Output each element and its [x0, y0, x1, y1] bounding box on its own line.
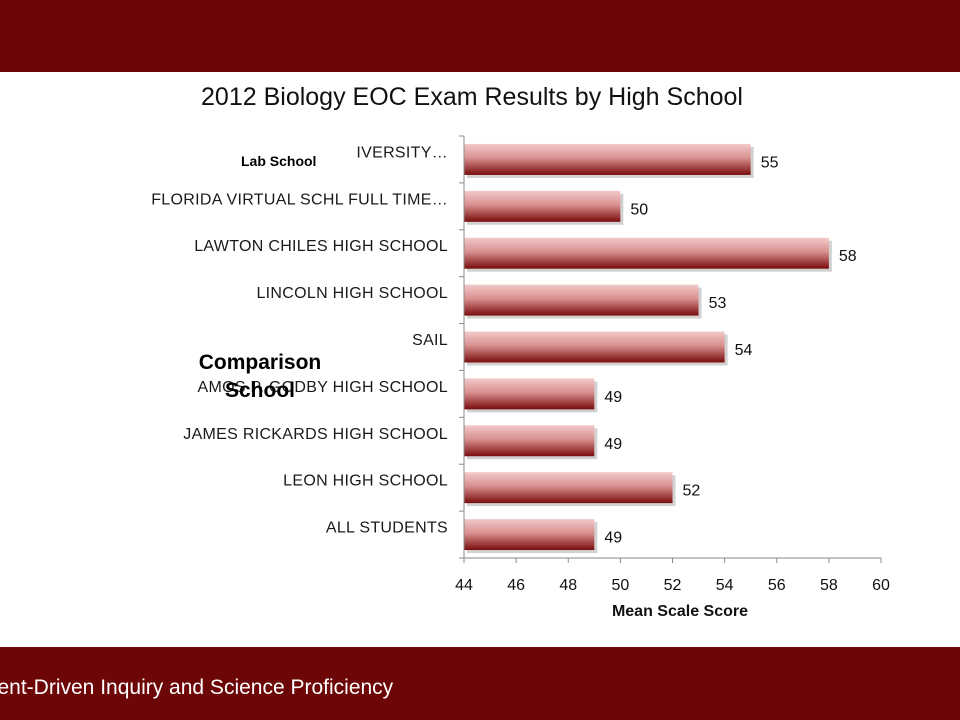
category-label: LAWTON CHILES HIGH SCHOOL	[194, 238, 448, 255]
category-label: LINCOLN HIGH SCHOOL	[256, 285, 448, 302]
bar	[464, 331, 725, 363]
data-label: 54	[735, 342, 753, 359]
category-label: ALL STUDENTS	[326, 520, 448, 537]
category-label: AMOS P. GODBY HIGH SCHOOL	[197, 379, 448, 396]
footer-text: ment-Driven Inquiry and Science Proficie…	[0, 676, 394, 699]
x-tick-label: 46	[507, 577, 525, 594]
bar	[464, 519, 595, 551]
header-band	[0, 0, 960, 72]
bar	[464, 190, 621, 222]
x-tick-label: 48	[559, 577, 577, 594]
x-tick-label: 50	[611, 577, 629, 594]
lab-school-label: Lab School	[241, 153, 317, 169]
bar	[464, 425, 595, 457]
category-label: IVERSITY…	[356, 144, 448, 161]
data-label: 52	[683, 483, 701, 500]
x-tick-label: 56	[768, 577, 786, 594]
x-axis-title: Mean Scale Score	[611, 603, 749, 620]
data-label: 58	[839, 248, 857, 265]
bar	[464, 237, 829, 269]
footer-band	[0, 647, 960, 720]
x-tick-label: 54	[716, 577, 734, 594]
category-label: LEON HIGH SCHOOL	[283, 473, 448, 490]
x-tick-label: 60	[872, 577, 890, 594]
bar	[464, 378, 595, 410]
category-label: SAIL	[412, 332, 448, 349]
data-label: 49	[604, 436, 622, 453]
data-label: 49	[604, 389, 622, 406]
x-tick-label: 58	[820, 577, 838, 594]
data-label: 55	[761, 154, 779, 171]
x-tick-label: 44	[455, 577, 473, 594]
x-tick-label: 52	[664, 577, 682, 594]
bar	[464, 284, 699, 316]
bar	[464, 472, 673, 504]
data-label: 49	[604, 530, 622, 547]
category-label: FLORIDA VIRTUAL SCHL FULL TIME…	[151, 191, 448, 208]
comparison-school-label: Comparison School	[198, 351, 322, 402]
data-label: 53	[709, 295, 727, 312]
bar	[464, 143, 751, 175]
chart-title: 2012 Biology EOC Exam Results by High Sc…	[201, 83, 743, 111]
data-label: 50	[630, 201, 648, 218]
category-label: JAMES RICKARDS HIGH SCHOOL	[183, 426, 448, 443]
